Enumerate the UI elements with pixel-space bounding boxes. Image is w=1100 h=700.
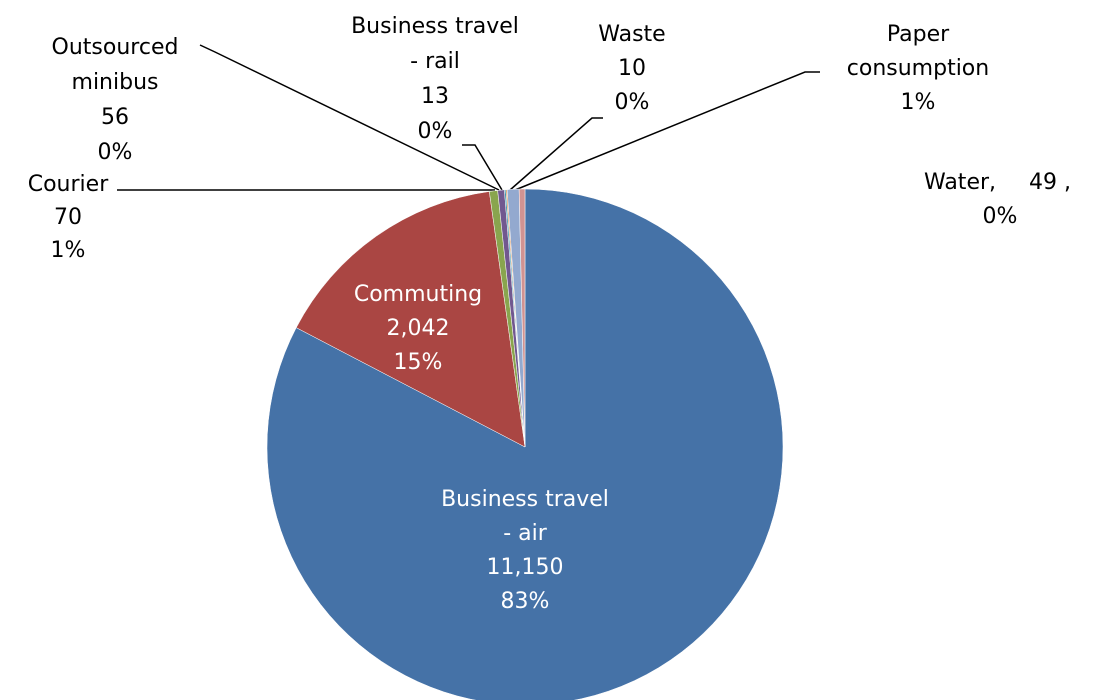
data-label-name: Courier — [28, 172, 109, 197]
data-label-value: 10 — [618, 56, 646, 81]
data-label-name: Waste — [598, 22, 665, 47]
pie-slice — [295, 191, 526, 448]
data-label-percent: 0% — [983, 204, 1018, 229]
leader-line — [514, 71, 820, 191]
data-label-percent: 0% — [98, 140, 133, 165]
label-line: Courier — [28, 172, 109, 197]
label-line: Paper — [887, 22, 950, 47]
data-label-name: Business travel - rail — [351, 14, 519, 74]
data-label-name: Paper consumption — [847, 22, 989, 81]
label-line: - rail — [410, 49, 460, 74]
leader-line — [199, 44, 500, 191]
label-line: - air — [503, 521, 548, 546]
data-label-percent: 0% — [615, 90, 650, 115]
data-label-percent: 1% — [901, 90, 936, 115]
data-label-value: 2,042 — [387, 316, 450, 341]
label-line: Business travel — [351, 14, 519, 39]
leader-line — [509, 117, 603, 191]
data-label-percent: 83% — [501, 589, 550, 614]
data-label-name: Outsourced minibus — [52, 35, 179, 95]
data-label-percent: 1% — [51, 238, 86, 263]
label-line: Commuting — [354, 282, 482, 307]
leader-line — [462, 144, 503, 191]
data-label-value: 13 — [421, 84, 449, 109]
label-line: Business travel — [441, 487, 609, 512]
label-line: consumption — [847, 56, 989, 81]
label-line: Waste — [598, 22, 665, 47]
data-label-name: Water, — [924, 170, 996, 195]
data-label-value: 56 — [101, 105, 129, 130]
pie-slice — [266, 188, 784, 700]
data-label-name: Commuting — [354, 282, 482, 307]
label-line: minibus — [72, 70, 159, 95]
label-line: Outsourced — [52, 35, 179, 60]
data-label-name: Business travel - air — [441, 487, 609, 546]
data-label-value: 11,150 — [487, 555, 564, 580]
pie-slice — [518, 188, 526, 448]
data-label-percent: 0% — [418, 119, 453, 144]
data-label-percent: 15% — [394, 350, 443, 375]
data-label-value: 49 , — [1029, 170, 1071, 195]
data-label-value: 70 — [54, 205, 82, 230]
leader-lines — [117, 44, 820, 191]
